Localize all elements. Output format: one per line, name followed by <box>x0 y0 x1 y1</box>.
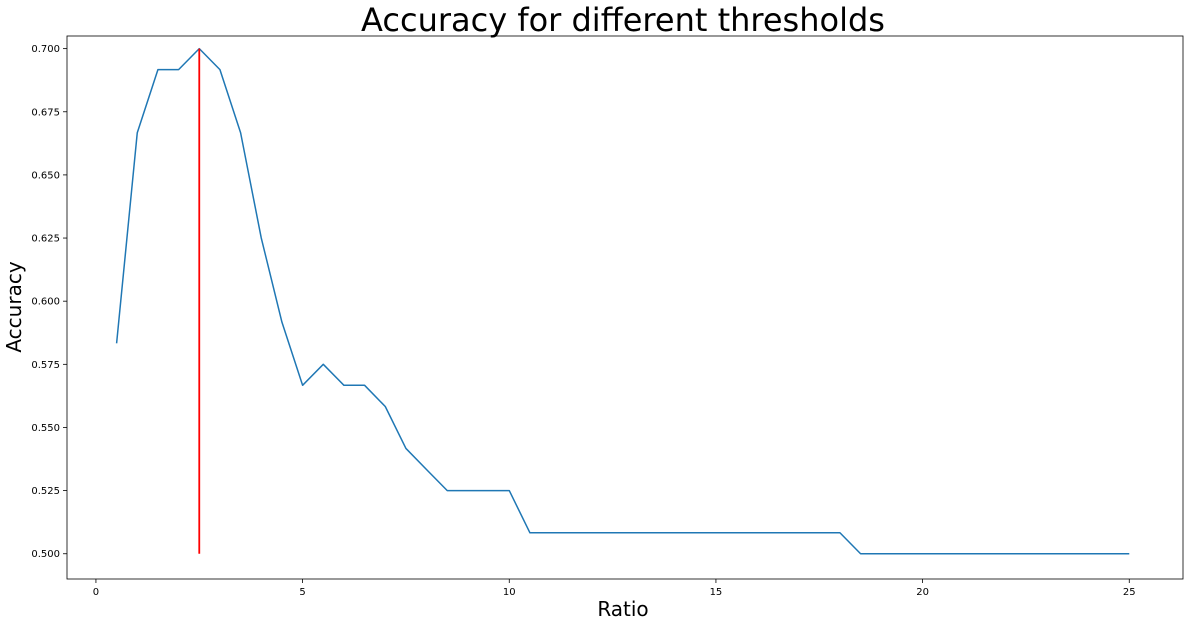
y-tick-label: 0.525 <box>31 486 60 497</box>
y-tick-label: 0.575 <box>31 360 60 371</box>
y-tick-label: 0.700 <box>31 44 60 55</box>
y-tick-label: 0.600 <box>31 297 60 308</box>
accuracy-line <box>115 47 1130 555</box>
x-tick-label: 15 <box>710 587 723 598</box>
y-tick-label: 0.650 <box>31 170 60 181</box>
x-tick-label: 25 <box>1123 587 1136 598</box>
y-tick-label: 0.550 <box>31 423 60 434</box>
plot-area: 0 5 10 15 20 25 0.500 0.525 0.550 0.575 0.600 0.625… <box>31 35 1184 598</box>
x-tick-label: 0 <box>93 587 99 598</box>
x-axis-label: Ratio <box>597 597 648 621</box>
y-axis-label: Accuracy <box>2 261 26 352</box>
plot-frame <box>66 35 1184 580</box>
x-tick-label: 20 <box>916 587 929 598</box>
y-tick-label: 0.675 <box>31 107 60 118</box>
chart-title: Accuracy for different thresholds <box>361 1 885 39</box>
x-tick-label: 5 <box>299 587 305 598</box>
y-tick-label: 0.625 <box>31 234 60 245</box>
y-tick-label: 0.500 <box>31 549 60 560</box>
x-tick-label: 10 <box>503 587 516 598</box>
